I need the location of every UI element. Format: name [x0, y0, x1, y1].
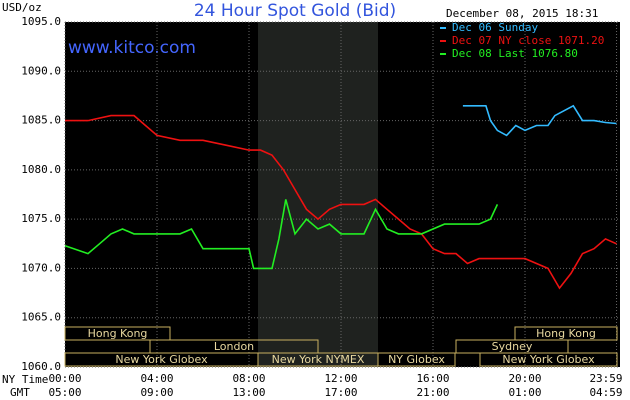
x2-tick-label: 04:59	[589, 386, 622, 399]
session-label: Hong Kong	[88, 327, 148, 340]
x2-tick-label: 09:00	[140, 386, 173, 399]
session-label: New York NYMEX	[272, 353, 365, 366]
nymex-shade	[258, 22, 378, 367]
x-tick-label: 08:00	[232, 372, 265, 385]
legend-label: Dec 08 Last 1076.80	[452, 47, 578, 60]
y-tick-label: 1065.0	[21, 311, 61, 324]
x2-tick-label: 13:00	[232, 386, 265, 399]
series-line	[64, 199, 499, 270]
x2-tick-label: 05:00	[48, 386, 81, 399]
session-box	[64, 326, 171, 341]
timestamp: December 08, 2015 18:31	[446, 7, 598, 20]
session-label: Hong Kong	[536, 327, 596, 340]
session-label: New York Globex	[502, 353, 595, 366]
x-label: NY Time	[2, 373, 48, 386]
x-tick-label: 16:00	[416, 372, 449, 385]
y-tick-label: 1080.0	[21, 163, 61, 176]
series-line	[462, 104, 617, 137]
x-tick-label: 23:59	[589, 372, 622, 385]
x2-tick-label: 21:00	[416, 386, 449, 399]
y-tick-label: 1070.0	[21, 261, 61, 274]
legend-label: Dec 07 NY close 1071.20	[452, 34, 604, 47]
y-tick-label: 1085.0	[21, 114, 61, 127]
session-label: New York Globex	[115, 353, 208, 366]
y-tick-label: 1090.0	[21, 64, 61, 77]
x-tick-label: 12:00	[324, 372, 357, 385]
site: www.kitco.com	[68, 38, 196, 58]
session-label: NY Globex	[388, 353, 445, 366]
session-label: London	[214, 340, 254, 353]
x-tick-label: 00:00	[48, 372, 81, 385]
x2-label: GMT	[10, 386, 30, 399]
y-tick-label: 1060.0	[21, 360, 61, 373]
session-box	[377, 352, 456, 367]
session-label: Sydney	[492, 340, 533, 353]
chart-title: 24 Hour Spot Gold (Bid)	[194, 1, 396, 21]
x2-tick-label: 01:00	[508, 386, 541, 399]
x-tick-label: 04:00	[140, 372, 173, 385]
session-box	[479, 352, 618, 367]
session-box	[514, 326, 618, 341]
y-tick-label: 1095.0	[21, 15, 61, 28]
x2-tick-label: 17:00	[324, 386, 357, 399]
x-tick-label: 20:00	[508, 372, 541, 385]
series-line	[65, 114, 617, 290]
y-tick-label: 1075.0	[21, 212, 61, 225]
y-label: USD/oz	[2, 1, 42, 14]
legend-label: Dec 06 Sunday	[452, 21, 538, 34]
